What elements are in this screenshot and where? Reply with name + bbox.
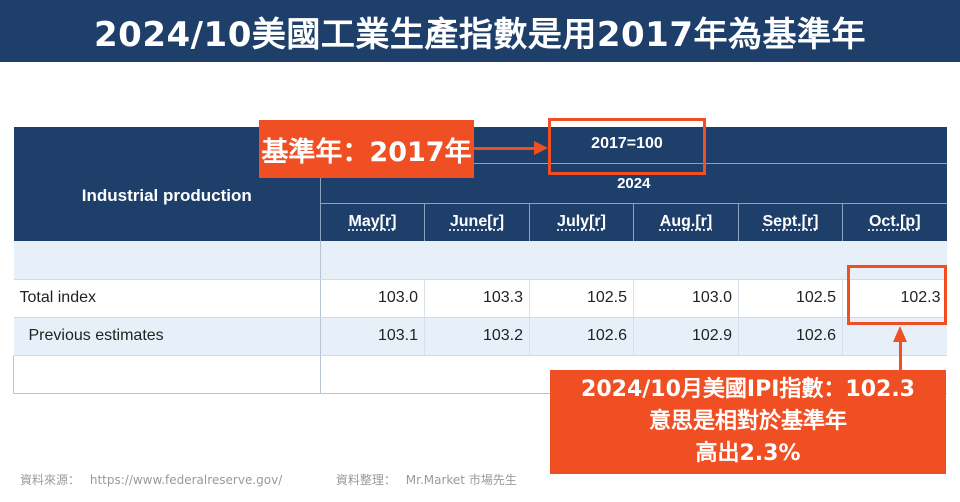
source-footer: 資料來源： https://www.federalreserve.gov/ 資料… bbox=[20, 471, 523, 488]
compiled-by: Mr.Market 市場先生 bbox=[405, 473, 517, 487]
month-header[interactable]: June[r] bbox=[424, 202, 530, 241]
table-row: Previous estimates 103.1 103.2 102.6 102… bbox=[13, 317, 947, 356]
base-year-callout: 基準年：2017年 bbox=[259, 120, 474, 178]
value-cell: 103.0 bbox=[320, 279, 425, 318]
base-year-callout-text: 基準年：2017年 bbox=[261, 136, 472, 168]
ipi-callout-line: 意思是相對於基準年 bbox=[648, 409, 847, 434]
base-year-header: 2017=100 bbox=[591, 135, 663, 152]
value-cell: 103.2 bbox=[424, 317, 530, 356]
blank-row bbox=[13, 241, 947, 280]
month-header[interactable]: May[r] bbox=[320, 202, 425, 241]
month-header[interactable]: Aug.[r] bbox=[633, 202, 739, 241]
arrow-right-icon bbox=[474, 147, 536, 150]
row-header: Industrial production bbox=[81, 186, 252, 205]
month-header[interactable]: Oct.[p] bbox=[841, 202, 947, 241]
ipi-callout-line: 高出2.3% bbox=[695, 441, 801, 466]
value-cell: 102.6 bbox=[529, 317, 634, 356]
value-cell: 102.9 bbox=[633, 317, 739, 356]
value-cell: 103.0 bbox=[633, 279, 739, 318]
value-cell: 102.6 bbox=[738, 317, 843, 356]
value-cell: 103.1 bbox=[320, 317, 425, 356]
compiled-label: 資料整理： bbox=[335, 473, 396, 487]
arrow-shaft-icon bbox=[899, 340, 902, 370]
source-url[interactable]: https://www.federalreserve.gov/ bbox=[89, 473, 283, 487]
value-cell: 102.5 bbox=[529, 279, 634, 318]
value-cell: 102.3 bbox=[841, 279, 947, 318]
month-header[interactable]: Sept.[r] bbox=[738, 202, 843, 241]
source-label: 資料來源： bbox=[20, 473, 81, 487]
ipi-explanation-callout: 2024/10月美國IPI指數：102.3 意思是相對於基準年 高出2.3% bbox=[550, 370, 946, 474]
base-year-highlight-box bbox=[548, 118, 706, 175]
row-label: Previous estimates bbox=[13, 317, 321, 356]
table-row: Total index 103.0 103.3 102.5 103.0 102.… bbox=[13, 279, 947, 318]
page-title-banner: 2024/10美國工業生產指數是用2017年為基準年 bbox=[0, 0, 960, 62]
arrow-head-icon bbox=[534, 141, 548, 155]
industrial-production-table: Industrial production 2024 May[r] June[r… bbox=[13, 127, 947, 394]
page-title: 2024/10美國工業生產指數是用2017年為基準年 bbox=[94, 14, 866, 55]
row-label: Total index bbox=[13, 279, 321, 318]
ipi-callout-line: 2024/10月美國IPI指數：102.3 bbox=[581, 377, 915, 402]
value-cell: 102.5 bbox=[738, 279, 843, 318]
arrow-up-icon bbox=[893, 326, 907, 342]
oct-value-highlight-box bbox=[847, 265, 947, 325]
month-header[interactable]: July[r] bbox=[529, 202, 634, 241]
value-cell: 103.3 bbox=[424, 279, 530, 318]
